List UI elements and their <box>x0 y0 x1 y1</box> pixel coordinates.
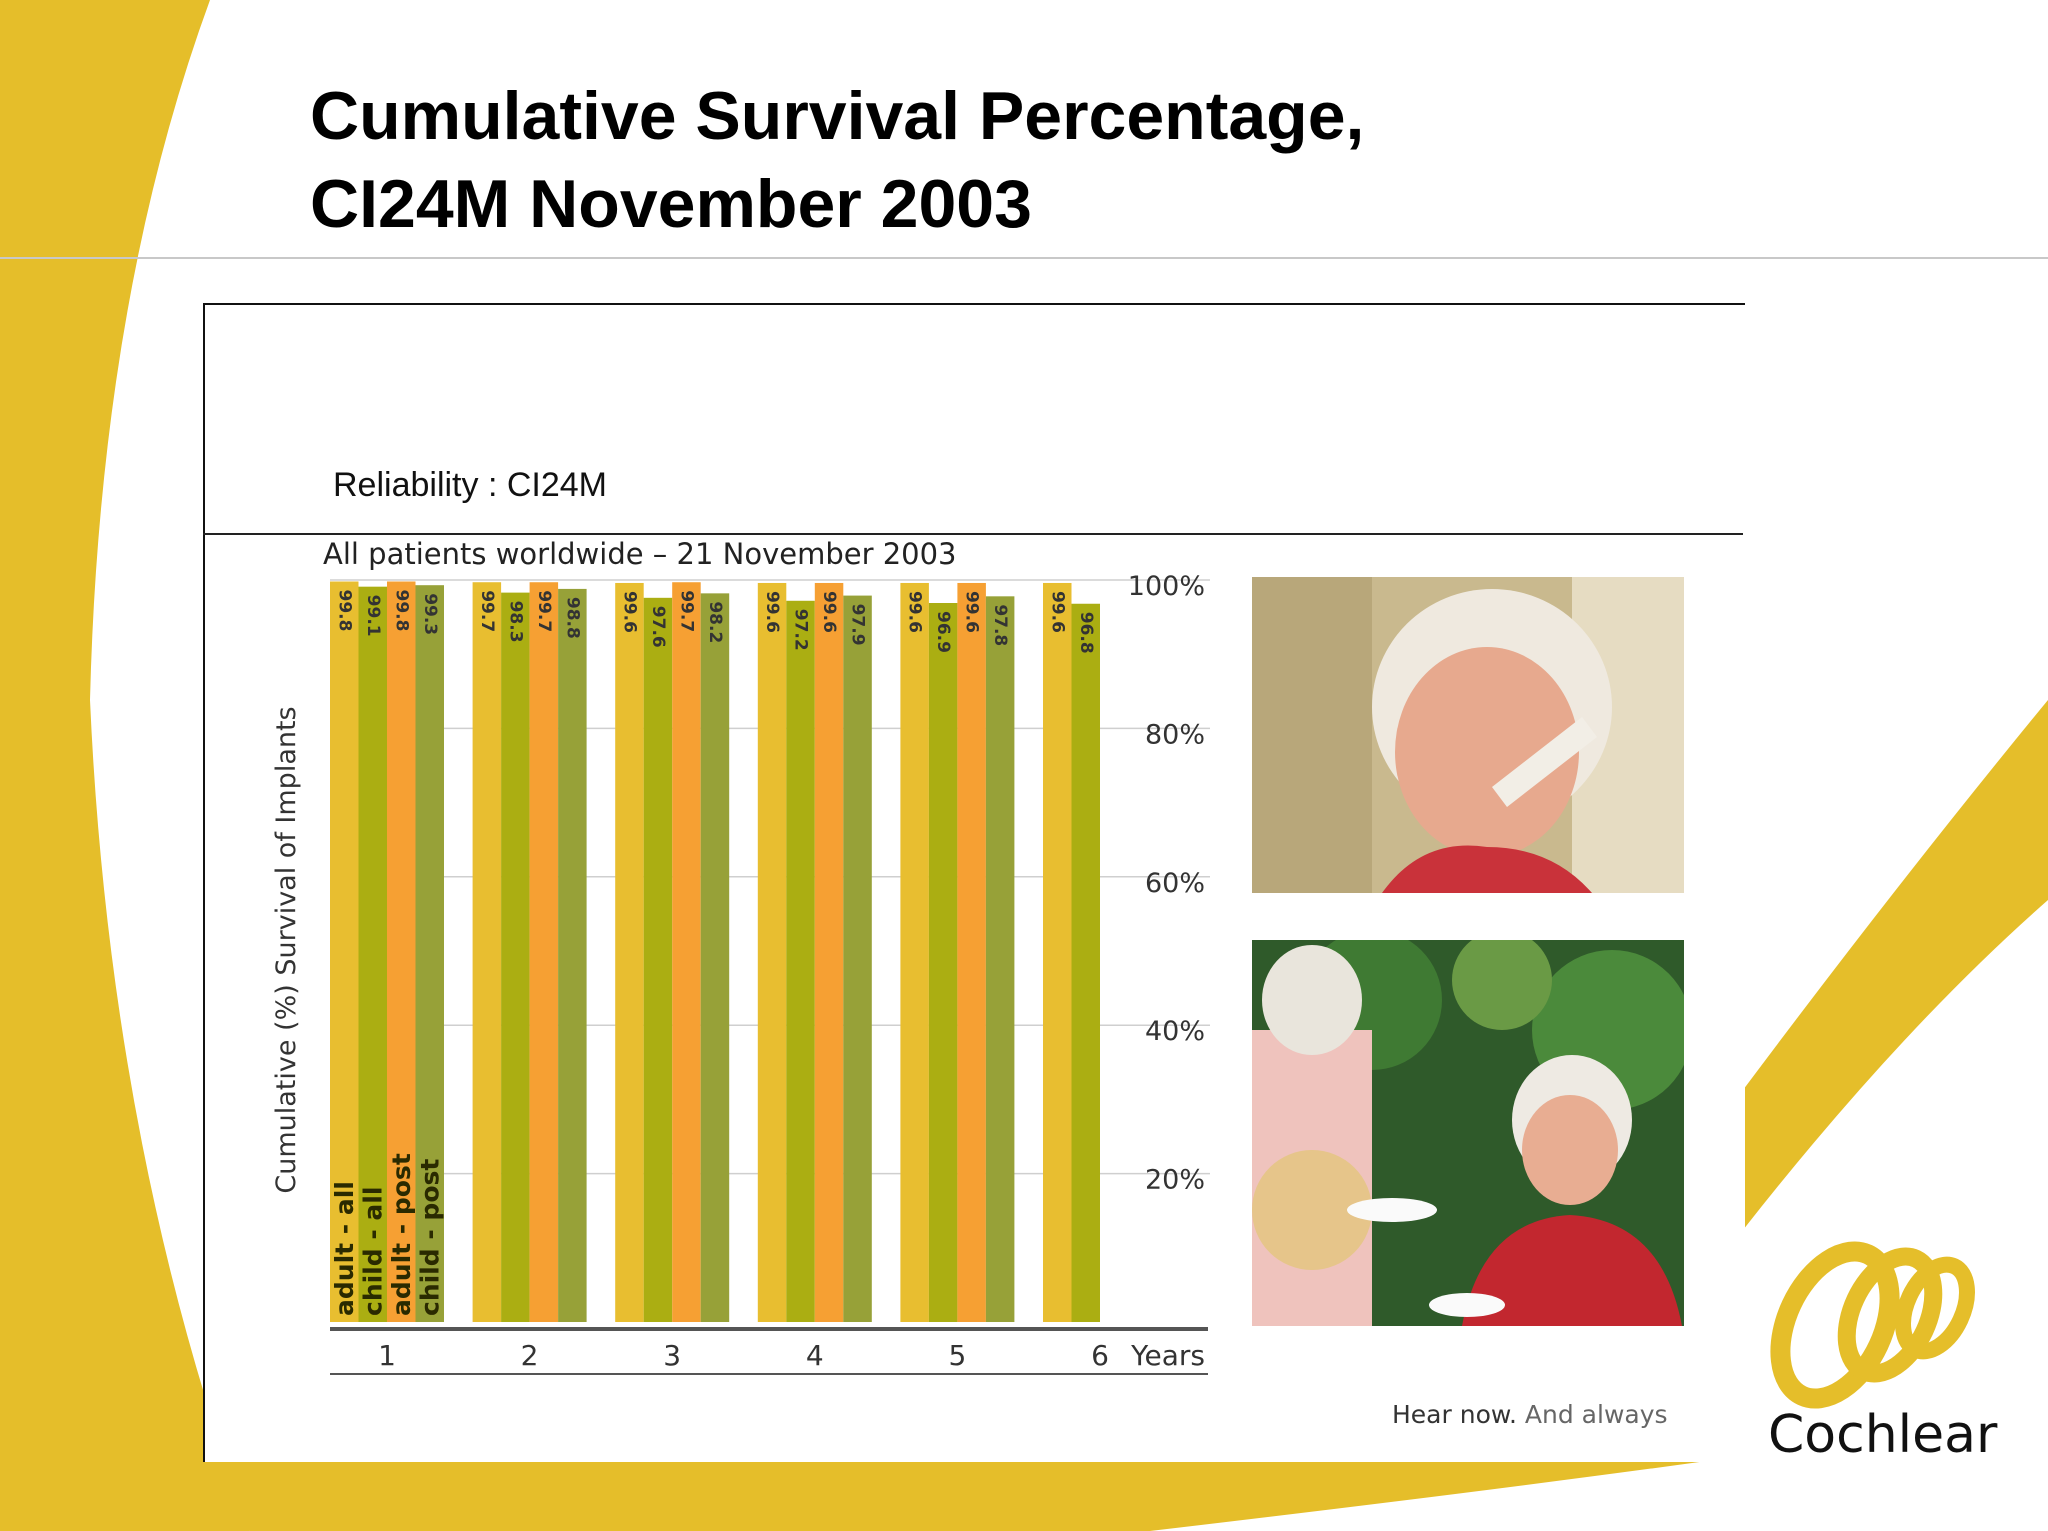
bar <box>814 582 844 1322</box>
bar-value-label: 99.6 <box>962 591 982 633</box>
bar-value-label: 96.9 <box>933 611 953 653</box>
bar <box>330 581 359 1322</box>
bar <box>472 582 502 1322</box>
yellow-left-swoosh <box>0 0 250 1531</box>
x-tick-label: 3 <box>663 1339 681 1372</box>
bar <box>529 582 559 1322</box>
chart-title: All patients worldwide – 21 November 200… <box>323 537 957 571</box>
bar <box>643 597 673 1322</box>
y-tick-label: 100% <box>1128 571 1205 602</box>
bar <box>415 585 444 1322</box>
tagline: Hear now. And always <box>1392 1400 1668 1429</box>
bar-value-label: 99.6 <box>619 591 639 633</box>
bar-value-label: 99.3 <box>420 593 440 635</box>
x-tick-label: 4 <box>806 1339 824 1372</box>
bar <box>1071 603 1100 1322</box>
bar-value-label: 99.1 <box>363 595 383 637</box>
x-tick-label: 6 <box>1091 1339 1109 1372</box>
bar-value-label: 99.7 <box>676 590 696 632</box>
y-axis-label: Cumulative (%) Survival of Implants <box>271 706 302 1193</box>
bar-value-label: 97.8 <box>990 604 1010 646</box>
bar <box>615 582 644 1322</box>
tagline-bold: Hear now. <box>1392 1400 1517 1429</box>
panel-divider <box>203 533 1743 535</box>
bar <box>900 582 929 1322</box>
bar-value-label: 98.3 <box>505 601 525 643</box>
legend-label: adult - post <box>387 1153 416 1316</box>
legend-label: child - post <box>415 1159 444 1316</box>
bar-value-label: 96.8 <box>1076 612 1096 654</box>
bar <box>700 593 730 1322</box>
bar-value-label: 98.8 <box>562 597 582 639</box>
women-having-tea-photo <box>1252 940 1684 1326</box>
bar <box>358 586 387 1322</box>
cochlear-swirl-logo <box>1770 1241 1975 1409</box>
x-tick-label: 5 <box>948 1339 966 1372</box>
logo-wordmark: Cochlear <box>1768 1405 1998 1465</box>
bar <box>957 582 986 1322</box>
tagline-light: And always <box>1524 1400 1668 1429</box>
bar <box>843 595 872 1322</box>
bar-value-label: 99.6 <box>905 591 925 633</box>
y-tick-label: 20% <box>1145 1165 1205 1196</box>
x-axis-label: Years <box>1130 1339 1205 1372</box>
slide-title-line2: CI24M November 2003 <box>310 166 1032 242</box>
bar-value-label: 97.9 <box>848 604 868 646</box>
title-rule <box>0 257 2048 259</box>
bar-value-label: 99.6 <box>762 591 782 633</box>
y-tick-label: 80% <box>1145 719 1205 750</box>
legend-label: adult - all <box>330 1181 359 1316</box>
survival-bar-chart: 20% 40% 60% 80% 100% 99.8 99.7 99.6 99.6 99.6 99.6… <box>271 571 1210 1375</box>
bar-value-label: 99.7 <box>477 590 497 632</box>
bar <box>672 582 701 1322</box>
yellow-bottom-swoosh <box>200 1455 1750 1531</box>
bar <box>757 582 787 1322</box>
slide-title: Cumulative Survival Percentage, CI24M No… <box>310 72 1364 248</box>
x-tick-label: 1 <box>378 1339 396 1372</box>
bar <box>985 596 1015 1322</box>
reliability-label: Reliability : CI24M <box>333 466 607 504</box>
bar-value-label: 99.7 <box>534 590 554 632</box>
y-tick-label: 40% <box>1145 1016 1205 1047</box>
bar-value-label: 97.2 <box>791 609 811 651</box>
bar-value-label: 97.6 <box>648 606 668 648</box>
bar-value-label: 98.2 <box>705 601 725 643</box>
legend-label: child - all <box>358 1187 387 1316</box>
slide-title-line1: Cumulative Survival Percentage, <box>310 78 1365 154</box>
x-tick-label: 2 <box>521 1339 539 1372</box>
bar <box>928 603 958 1322</box>
bar <box>501 592 530 1322</box>
bar-value-label: 99.8 <box>334 589 354 631</box>
bar-value-label: 99.6 <box>1047 591 1067 633</box>
bar-value-label: 99.8 <box>391 589 411 631</box>
white-right-cutout <box>1743 900 2048 1531</box>
bar <box>1043 582 1072 1322</box>
bar <box>786 600 815 1322</box>
bar <box>387 581 416 1322</box>
bar-value-label: 99.6 <box>819 591 839 633</box>
bar <box>558 588 587 1322</box>
woman-on-phone-photo <box>1252 577 1684 893</box>
y-tick-label: 60% <box>1145 868 1205 899</box>
